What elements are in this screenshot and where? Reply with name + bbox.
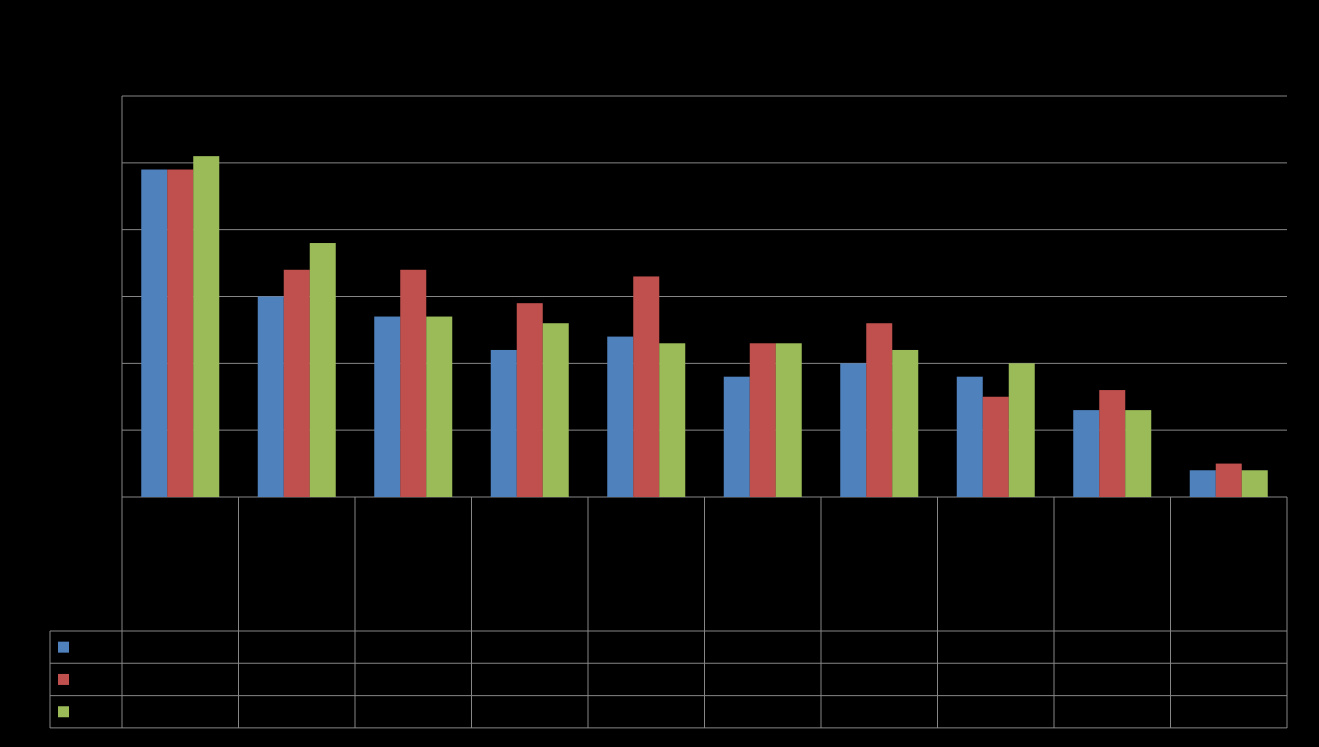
bar-series-2 (167, 169, 194, 497)
bar-series-1 (723, 376, 750, 497)
bar-series-2 (283, 269, 310, 497)
legend-key-series-2 (58, 673, 69, 685)
bar-series-2 (1215, 463, 1242, 497)
bar-series-2 (982, 396, 1009, 497)
bar-series-3 (193, 156, 220, 497)
bar-series-3 (1008, 363, 1035, 497)
bar-series-1 (257, 296, 284, 497)
bar-series-2 (749, 343, 776, 497)
bar-series-2 (866, 323, 893, 497)
legend-key-series-1 (58, 641, 69, 653)
bar-series-2 (633, 276, 660, 497)
legend-key-series-3 (58, 706, 69, 718)
bar-series-2 (400, 269, 427, 497)
bar-series-3 (542, 323, 569, 497)
bars (141, 156, 1268, 497)
bar-series-3 (1241, 470, 1268, 497)
bar-series-1 (1073, 410, 1100, 497)
bar-series-1 (607, 336, 634, 497)
bar-series-3 (309, 243, 336, 497)
bar-series-3 (659, 343, 686, 497)
bar-series-2 (516, 303, 543, 497)
bar-series-1 (374, 316, 401, 497)
bar-series-3 (892, 349, 919, 497)
data-table (49, 497, 1288, 729)
bar-series-2 (1099, 390, 1126, 497)
bar-series-1 (490, 349, 517, 497)
bar-series-3 (1125, 410, 1152, 497)
bar-series-3 (775, 343, 802, 497)
bar-series-1 (956, 376, 983, 497)
bar-series-1 (1189, 470, 1216, 497)
bar-series-3 (426, 316, 453, 497)
bar-series-1 (141, 169, 168, 497)
bar-series-1 (840, 363, 867, 497)
